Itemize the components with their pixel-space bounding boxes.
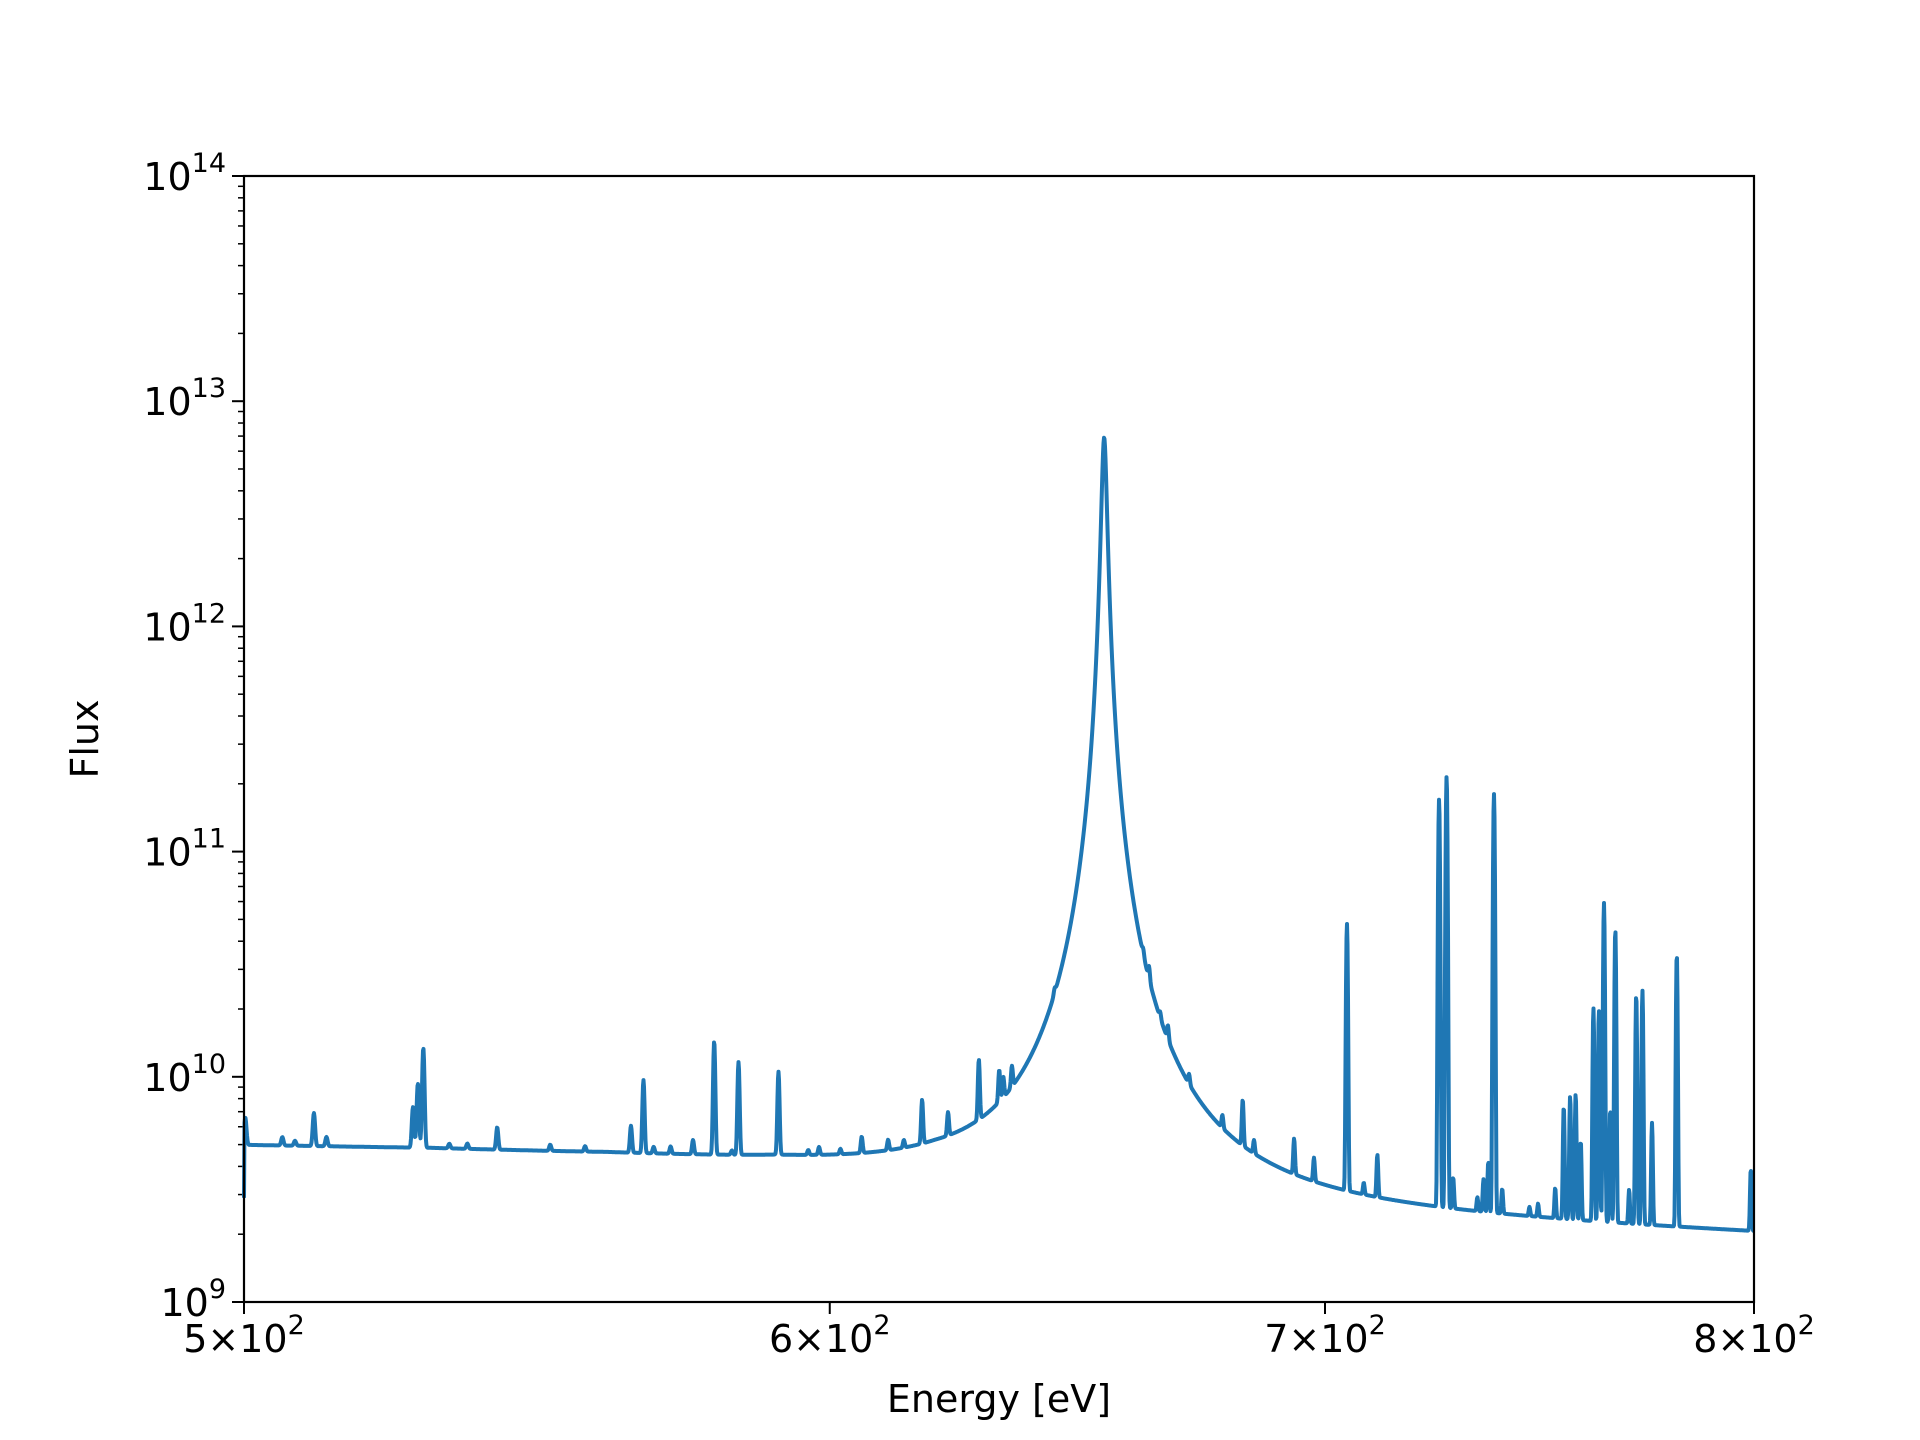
- x-axis-label: Energy [eV]: [887, 1377, 1111, 1421]
- tick-marks: [232, 175, 1755, 1314]
- y-tick-label: 1012: [143, 598, 226, 649]
- x-tick-label: 7×102: [1264, 1310, 1386, 1361]
- y-tick-label: 1010: [143, 1049, 226, 1100]
- y-tick-label: 109: [160, 1274, 226, 1325]
- y-tick-label: 1013: [143, 373, 226, 424]
- x-tick-label: 6×102: [769, 1310, 891, 1361]
- plot-frame: [242, 174, 1756, 1304]
- x-tick-label: 8×102: [1693, 1310, 1815, 1361]
- x-tick-label: 5×102: [183, 1310, 305, 1361]
- tick-labels: 109 1010 1011 1012 1013 1014 5×102 6×102 7×102 8×…: [143, 148, 1815, 1361]
- y-tick-label: 1011: [143, 824, 226, 875]
- y-axis-label: Flux: [63, 700, 107, 779]
- y-tick-label: 1014: [143, 148, 226, 199]
- series-line-flux: [242, 435, 1756, 1233]
